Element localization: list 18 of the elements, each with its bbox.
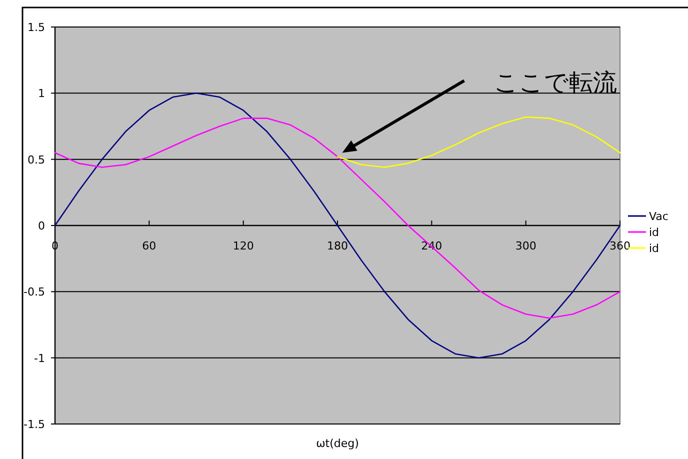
x-tick-label: 300 (515, 240, 536, 252)
x-tick-label: 180 (327, 240, 348, 252)
y-tick-label: 0.5 (28, 153, 45, 166)
legend-label: Vac (649, 210, 668, 223)
y-tick-label: -1.5 (24, 418, 45, 431)
x-tick-label: 60 (142, 240, 156, 252)
x-tick-label: 120 (232, 240, 254, 252)
y-tick-label: 1 (38, 87, 45, 100)
legend-label: id (649, 226, 660, 239)
y-tick-label: -1 (34, 352, 45, 365)
x-axis-title: ωt(deg) (316, 437, 359, 450)
x-tick-label: 360 (610, 240, 630, 252)
y-tick-label: -0.5 (24, 286, 45, 299)
y-tick-label: 0 (38, 220, 45, 232)
line-series (336, 116, 621, 168)
annotation: ここで転流 (494, 68, 618, 97)
y-tick-label: 1.5 (28, 21, 45, 34)
legend-label: id (649, 242, 660, 255)
